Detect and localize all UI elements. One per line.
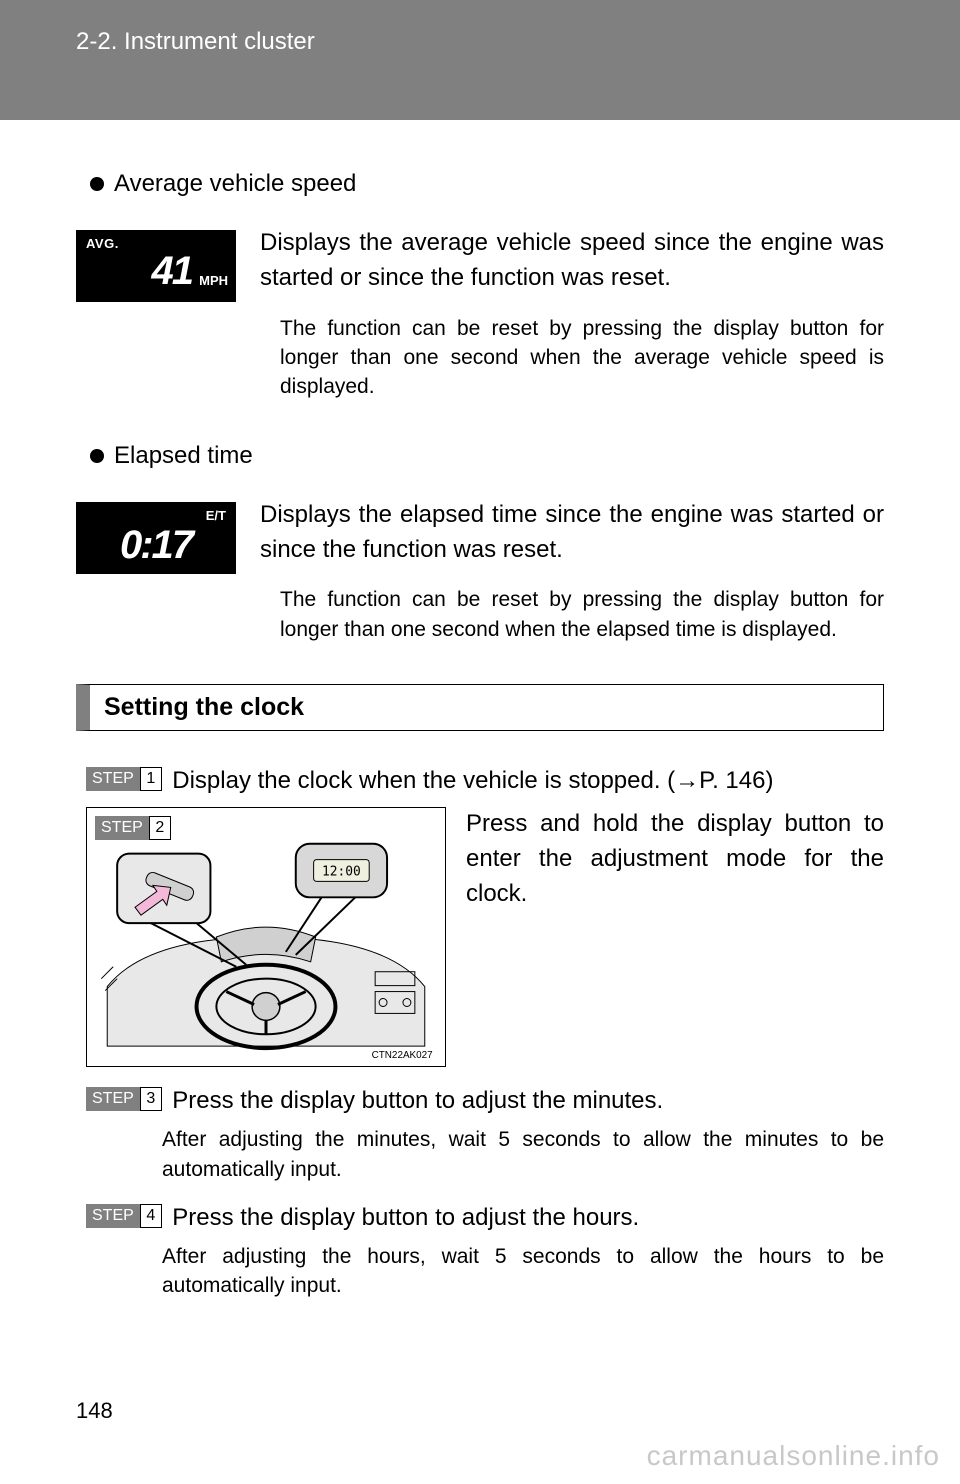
- avg-speed-main: Displays the average vehicle speed since…: [260, 226, 884, 296]
- step-3: STEP3 Press the display button to adjust…: [86, 1087, 884, 1115]
- elapsed-sub: The function can be reset by pressing th…: [260, 585, 884, 644]
- elapsed-block: E/T 0:17 Displays the elapsed time since…: [76, 498, 884, 644]
- lcd-label: AVG.: [86, 236, 119, 251]
- elapsed-heading: Elapsed time: [90, 442, 884, 470]
- bullet-icon: [90, 449, 104, 463]
- step-label: STEP: [86, 1087, 140, 1111]
- step-label: STEP: [95, 816, 149, 840]
- page-number: 148: [76, 1398, 113, 1424]
- step-badge: STEP1: [86, 767, 162, 791]
- step-number: 2: [149, 816, 171, 840]
- dashboard-svg: 12:00 CTN22AK027: [87, 808, 445, 1066]
- avg-speed-block: AVG. 41 MPH Displays the average vehicle…: [76, 226, 884, 402]
- step-4-note: After adjusting the hours, wait 5 second…: [162, 1242, 884, 1301]
- step-2: STEP2: [86, 807, 884, 1067]
- step-label: STEP: [86, 1204, 140, 1228]
- step-badge: STEP4: [86, 1204, 162, 1228]
- bullet-icon: [90, 177, 104, 191]
- elapsed-text: Displays the elapsed time since the engi…: [260, 498, 884, 644]
- watermark: carmanualsonline.info: [647, 1440, 940, 1472]
- step-4: STEP4 Press the display button to adjust…: [86, 1204, 884, 1232]
- diagram-code: CTN22AK027: [372, 1050, 434, 1061]
- elapsed-main: Displays the elapsed time since the engi…: [260, 498, 884, 568]
- lcd-label: E/T: [206, 508, 226, 523]
- step-badge: STEP3: [86, 1087, 162, 1111]
- lcd-value: 0:17: [76, 523, 236, 568]
- step-number: 3: [140, 1087, 162, 1111]
- lcd-unit: MPH: [199, 273, 228, 288]
- step-badge: STEP2: [95, 816, 171, 840]
- clock-section-heading: Setting the clock: [76, 684, 884, 731]
- step-4-text: Press the display button to adjust the h…: [172, 1204, 639, 1231]
- step-number: 1: [140, 767, 162, 791]
- page-content: Average vehicle speed AVG. 41 MPH Displa…: [0, 120, 960, 1301]
- lcd-value: 41: [152, 249, 193, 294]
- step-3-note: After adjusting the minutes, wait 5 seco…: [162, 1125, 884, 1184]
- diagram-clock-value: 12:00: [322, 865, 361, 880]
- step-label: STEP: [86, 767, 140, 791]
- header-bar: 2-2. Instrument cluster: [0, 0, 960, 120]
- step-number: 4: [140, 1204, 162, 1228]
- avg-speed-lcd: AVG. 41 MPH: [76, 230, 236, 302]
- step-1-text: Display the clock when the vehicle is st…: [172, 767, 773, 794]
- step-2-text: Press and hold the display button to ent…: [466, 807, 884, 1067]
- elapsed-title: Elapsed time: [114, 442, 253, 470]
- avg-speed-sub: The function can be reset by pressing th…: [260, 314, 884, 402]
- step-1: STEP1 Display the clock when the vehicle…: [86, 767, 884, 795]
- avg-speed-title: Average vehicle speed: [114, 170, 356, 198]
- elapsed-lcd: E/T 0:17: [76, 502, 236, 574]
- step-3-text: Press the display button to adjust the m…: [172, 1087, 663, 1114]
- avg-speed-text: Displays the average vehicle speed since…: [260, 226, 884, 402]
- dashboard-diagram: STEP2: [86, 807, 446, 1067]
- avg-speed-heading: Average vehicle speed: [90, 170, 884, 198]
- section-label: 2-2. Instrument cluster: [76, 28, 315, 55]
